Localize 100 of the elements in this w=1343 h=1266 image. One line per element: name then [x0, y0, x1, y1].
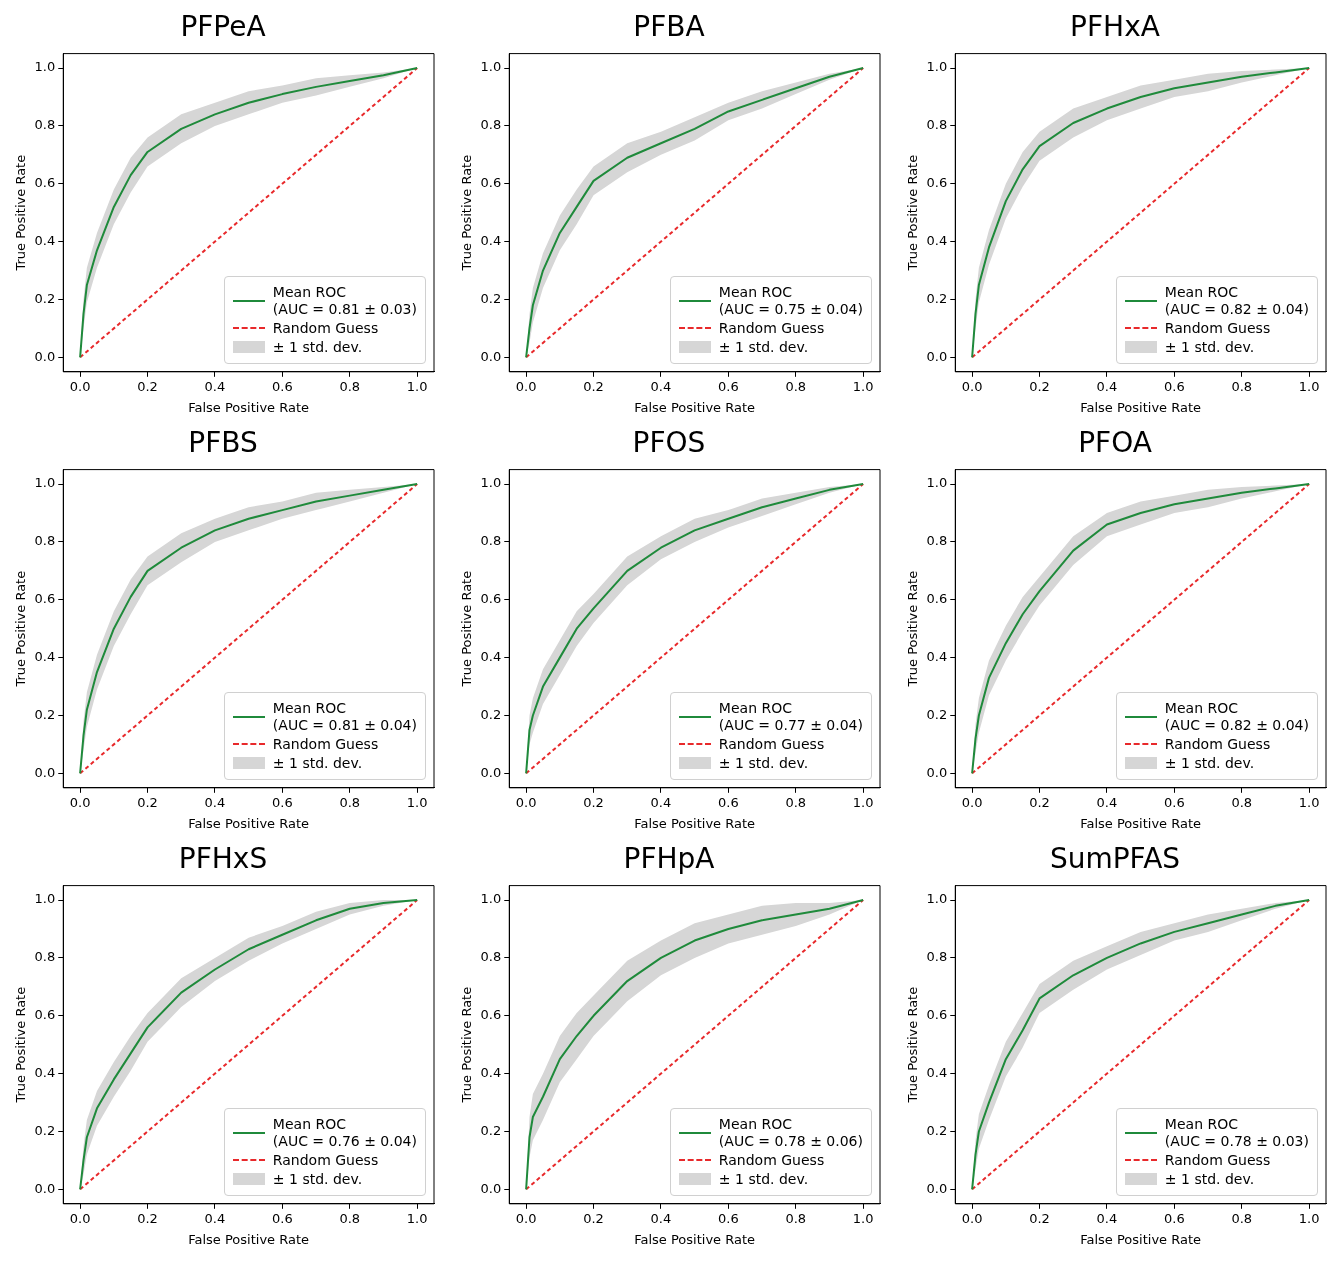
y-tick-label: 1.0 [34, 891, 56, 907]
y-tick-label: 0.8 [34, 949, 56, 965]
x-axis-title: False Positive Rate [188, 1231, 310, 1247]
y-axis-title: True Positive Rate [905, 154, 921, 272]
annotation: ± 1 std. dev. [272, 1170, 363, 1188]
legend-label: Random Guess [272, 1151, 379, 1169]
y-axis-title: True Positive Rate [13, 570, 29, 688]
y-tick-label: 0.4 [926, 1065, 948, 1080]
annotation: ± 1 std. dev. [718, 338, 809, 356]
x-tick-label: 0.4 [650, 1210, 672, 1226]
legend-label: Random Guess [272, 319, 379, 337]
x-tick-label: 0.2 [137, 794, 158, 810]
legend-label: Random Guess [718, 319, 825, 337]
y-tick-label: 0.0 [480, 1180, 502, 1196]
x-tick-label: 1.0 [852, 1210, 874, 1226]
legend-label: Mean ROC (AUC = 0.78 ± 0.06) [718, 1115, 863, 1150]
y-tick-label: 1.0 [480, 475, 502, 491]
chart-title: PFBA [633, 10, 705, 44]
y-tick-label: 0.6 [34, 175, 56, 191]
legend-label: Random Guess [1164, 1151, 1271, 1169]
y-tick-label: 0.6 [480, 1007, 502, 1023]
y-tick-label: 0.2 [480, 1122, 502, 1138]
x-tick-label: 0.2 [1029, 794, 1050, 810]
y-tick-label: 0.6 [926, 175, 948, 191]
x-tick-label: 0.0 [515, 1210, 537, 1226]
y-tick-label: 0.8 [34, 117, 56, 133]
y-tick-label: 0.4 [480, 1065, 502, 1080]
y-tick-label: 0.4 [480, 233, 502, 248]
x-tick-label: 1.0 [1298, 794, 1320, 810]
chart-title: PFPeA [180, 10, 266, 44]
x-tick-label: 0.8 [339, 1210, 361, 1226]
y-tick-label: 0.6 [34, 1007, 56, 1023]
legend-label: Random Guess [1164, 735, 1271, 753]
y-tick-label: 1.0 [926, 475, 948, 491]
y-tick-label: 0.0 [480, 764, 502, 780]
y-tick-label: 0.8 [480, 117, 502, 133]
x-tick-label: 0.4 [650, 378, 672, 394]
y-tick-label: 0.0 [926, 1180, 948, 1196]
chart-title: PFOS [632, 426, 706, 460]
x-tick-label: 0.6 [272, 378, 293, 394]
y-tick-label: 0.6 [480, 591, 502, 607]
legend-label: Random Guess [718, 1151, 825, 1169]
x-tick-label: 0.2 [583, 794, 604, 810]
x-tick-label: 0.8 [339, 378, 361, 394]
y-tick-label: 0.4 [926, 233, 948, 248]
x-tick-label: 1.0 [1298, 1210, 1320, 1226]
y-tick-label: 0.2 [480, 290, 502, 306]
y-tick-label: 0.6 [34, 591, 56, 607]
y-axis-title: True Positive Rate [459, 570, 475, 688]
x-axis-title: False Positive Rate [634, 1231, 756, 1247]
y-tick-label: 0.2 [926, 1122, 948, 1138]
y-tick-label: 0.2 [926, 290, 948, 306]
x-tick-label: 0.8 [339, 794, 361, 810]
y-tick-label: 0.8 [926, 533, 948, 549]
y-tick-label: 0.2 [480, 706, 502, 722]
x-tick-label: 0.8 [1231, 794, 1253, 810]
x-tick-label: 0.2 [583, 1210, 604, 1226]
y-tick-label: 0.6 [926, 591, 948, 607]
legend-label: Mean ROC (AUC = 0.78 ± 0.03) [1164, 1115, 1309, 1150]
x-tick-label: 0.4 [204, 794, 226, 810]
chart-title: PFOA [1078, 426, 1152, 460]
x-tick-label: 1.0 [406, 794, 428, 810]
x-tick-label: 0.6 [718, 1210, 739, 1226]
x-tick-label: 1.0 [406, 378, 428, 394]
x-tick-label: 0.6 [1164, 1210, 1185, 1226]
y-tick-label: 1.0 [480, 891, 502, 907]
y-tick-label: 0.4 [34, 649, 56, 664]
annotation: ± 1 std. dev. [1164, 754, 1255, 772]
annotation: ± 1 std. dev. [718, 1170, 809, 1188]
x-tick-label: 0.6 [1164, 378, 1185, 394]
x-tick-label: 0.6 [272, 794, 293, 810]
chart-title: PFBS [188, 426, 258, 460]
x-tick-label: 0.6 [718, 378, 739, 394]
x-axis-title: False Positive Rate [634, 815, 756, 831]
y-tick-label: 0.2 [926, 706, 948, 722]
x-tick-label: 0.6 [718, 794, 739, 810]
x-tick-label: 0.8 [785, 378, 807, 394]
x-tick-label: 0.4 [204, 1210, 226, 1226]
y-tick-label: 0.4 [34, 1065, 56, 1080]
x-tick-label: 0.0 [961, 1210, 983, 1226]
annotation: ± 1 std. dev. [718, 754, 809, 772]
x-tick-label: 0.2 [1029, 378, 1050, 394]
x-axis-title: False Positive Rate [634, 399, 756, 415]
annotation: ± 1 std. dev. [1164, 338, 1255, 356]
x-tick-label: 0.4 [204, 378, 226, 394]
x-axis-title: False Positive Rate [188, 815, 310, 831]
x-tick-label: 0.2 [583, 378, 604, 394]
y-tick-label: 0.0 [480, 348, 502, 364]
y-tick-label: 0.0 [34, 764, 56, 780]
x-tick-label: 0.8 [1231, 378, 1253, 394]
legend-label: Random Guess [272, 735, 379, 753]
y-axis-title: True Positive Rate [13, 154, 29, 272]
y-tick-label: 0.6 [480, 175, 502, 191]
y-axis-title: True Positive Rate [459, 986, 475, 1104]
x-tick-label: 0.0 [515, 794, 537, 810]
x-tick-label: 0.2 [137, 378, 158, 394]
chart-title: SumPFAS [1049, 842, 1181, 876]
x-axis-title: False Positive Rate [1080, 815, 1202, 831]
x-tick-label: 0.0 [69, 794, 91, 810]
legend-label: Random Guess [1164, 319, 1271, 337]
